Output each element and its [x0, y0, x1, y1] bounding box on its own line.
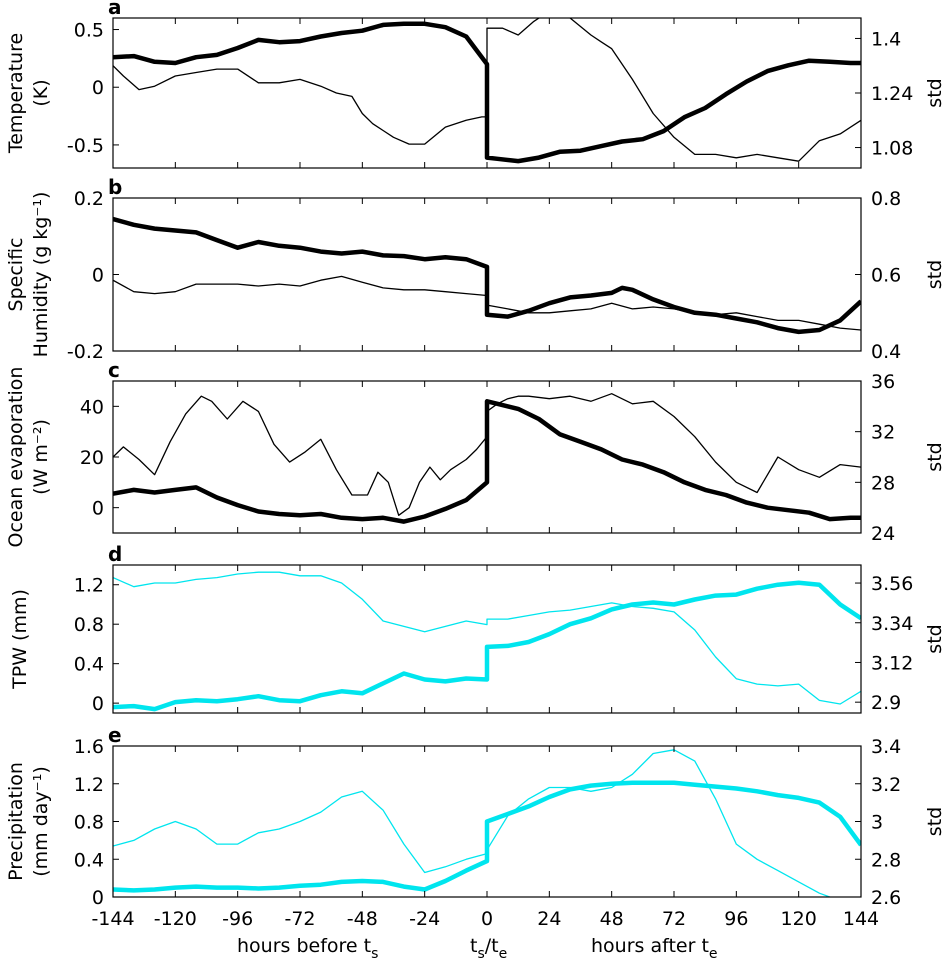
panel-a-std-line: [113, 18, 861, 162]
panel-c-y2tick-label: 32: [871, 422, 895, 444]
panel-e-ylabel-line: (mm day⁻¹): [30, 766, 52, 876]
panel-c-ytick-label: 0: [92, 498, 104, 520]
panel-b-y2tick-label: 0.4: [871, 341, 901, 363]
panel-c-ytick-label: 20: [80, 447, 104, 469]
panel-e-y2tick-label: 3: [871, 812, 883, 834]
panel-d-y2tick-label: 3.12: [871, 652, 913, 674]
panel-a-y2tick-label: 1.24: [871, 83, 913, 105]
panel-e-y2tick-label: 2.6: [871, 887, 901, 909]
xtick-label: -72: [284, 908, 315, 930]
panel-d-ytick-label: 0: [92, 693, 104, 715]
panel-b-std-line: [113, 275, 861, 331]
panel-e-mean-line: [113, 780, 861, 893]
panel-d-mean-line: [113, 580, 861, 712]
xtick-label: 96: [724, 908, 748, 930]
panel-e-series: [113, 749, 861, 897]
panel-d-ylabel-line: TPW (mm): [9, 589, 31, 690]
panel-b-y2label: std: [924, 260, 946, 289]
panel-d-ytick-label: 0.8: [74, 614, 104, 636]
panel-a: -0.5 0 0.5 1.08 1.24 1.4 a std Temperature (K): [5, 0, 946, 169]
panel-d: 0 0.4 0.8 1.2 2.9 3.12 3.34 3.56 d std TPW (mm): [9, 542, 946, 715]
panel-c-series: [113, 393, 861, 524]
x-axis-bottom: -144 -120 -96 -72 -48 -24 0 24 48 72 96 120 144: [91, 908, 879, 930]
panel-a-ylabel-line: (K): [30, 79, 52, 106]
panel-b-ytick-label: 0: [92, 265, 104, 287]
xtick-label: -24: [409, 908, 440, 930]
panel-c-letter: c: [108, 358, 120, 382]
panel-b-y2tick-label: 0.6: [871, 265, 901, 287]
panel-a-letter: a: [108, 0, 122, 19]
panel-c-std-line: [113, 393, 861, 516]
panel-e-letter: e: [108, 723, 122, 747]
panel-a-ylabel-line: Temperature: [5, 33, 27, 154]
panel-d-y2tick-label: 3.56: [871, 573, 913, 595]
panel-c-ylabel-line: Ocean evaporation: [5, 367, 27, 548]
panel-d-y2tick-label: 3.34: [871, 613, 913, 635]
panel-e-y2label: std: [924, 807, 946, 836]
panel-e-ytick-label: 0.4: [74, 849, 104, 871]
bottom-axis-labels: hours before ts ts/te hours after te: [237, 935, 718, 962]
panel-c-y2tick-label: 36: [871, 371, 895, 393]
panel-e-std-line: [113, 749, 861, 897]
panel-d-series: [113, 571, 861, 712]
panel-b-ylabel-line: Specific: [5, 238, 27, 312]
panel-b-ylabel-line: Humidity (g kg⁻¹): [30, 192, 52, 358]
panel-e: 0 0.4 0.8 1.2 1.6 2.6 2.8 3 3.2 3.4 e std Precipitat…: [5, 723, 946, 909]
xtick-label: -96: [222, 908, 253, 930]
panel-d-y2tick-label: 2.9: [871, 692, 901, 714]
label-hours-after: hours after te: [591, 935, 718, 962]
panel-c-y2tick-label: 24: [871, 523, 895, 545]
panel-b-y2tick-label: 0.8: [871, 188, 901, 210]
panel-c-y2tick-label: 28: [871, 472, 895, 494]
xtick-label: 144: [843, 908, 879, 930]
panel-a-series: [113, 18, 861, 164]
panel-c: 0 20 40 24 28 32 36 c std Ocean evaporation (W m⁻²…: [5, 358, 946, 547]
panel-a-ytick-label: 0: [92, 77, 104, 99]
panel-b-mean-line: [113, 216, 861, 335]
xtick-label: 48: [600, 908, 624, 930]
panel-e-y2tick-label: 3.2: [871, 774, 901, 796]
xtick-label: 0: [481, 908, 493, 930]
panel-e-y2tick-label: 2.8: [871, 849, 901, 871]
panel-e-ytick-label: 0: [92, 887, 104, 909]
panel-e-ylabel-line: Precipitation: [5, 762, 27, 881]
panel-c-y2label: std: [924, 442, 946, 471]
label-hours-before: hours before ts: [237, 935, 378, 962]
panel-e-ytick-label: 1.6: [74, 736, 104, 758]
xtick-label: -120: [154, 908, 197, 930]
panel-b: -0.2 0 0.2 0.4 0.6 0.8 b std Specific Humidity (g…: [5, 175, 946, 363]
panel-a-y2label: std: [924, 78, 946, 107]
panel-a-ytick-label: -0.5: [67, 135, 104, 157]
panel-a-y2tick-label: 1.4: [871, 28, 901, 50]
panel-d-std-line: [113, 571, 861, 705]
panel-d-letter: d: [108, 542, 122, 566]
panel-e-ytick-label: 0.8: [74, 812, 104, 834]
panel-a-y2tick-label: 1.08: [871, 138, 913, 160]
panel-c-ylabel-line: (W m⁻²): [30, 419, 52, 495]
label-ts-te: ts/te: [470, 935, 507, 962]
xtick-label: -144: [91, 908, 134, 930]
xtick-label: -48: [347, 908, 378, 930]
panel-d-ytick-label: 0.4: [74, 654, 104, 676]
panel-b-letter: b: [108, 175, 122, 199]
xtick-label: 120: [781, 908, 817, 930]
panel-d-y2label: std: [924, 624, 946, 653]
xtick-label: 24: [537, 908, 561, 930]
panel-b-ytick-label: -0.2: [67, 341, 104, 363]
panel-d-ytick-label: 1.2: [74, 575, 104, 597]
panel-c-ytick-label: 40: [80, 396, 104, 418]
panel-c-mean-line: [113, 399, 861, 524]
panel-b-series: [113, 216, 861, 335]
panel-e-ytick-label: 1.2: [74, 774, 104, 796]
panel-a-mean-line: [113, 21, 861, 164]
panel-e-y2tick-label: 3.4: [871, 736, 901, 758]
panel-d-frame: [112, 564, 862, 714]
panel-a-ytick-label: 0.5: [74, 20, 104, 42]
panel-b-ytick-label: 0.2: [74, 188, 104, 210]
xtick-label: 72: [662, 908, 686, 930]
